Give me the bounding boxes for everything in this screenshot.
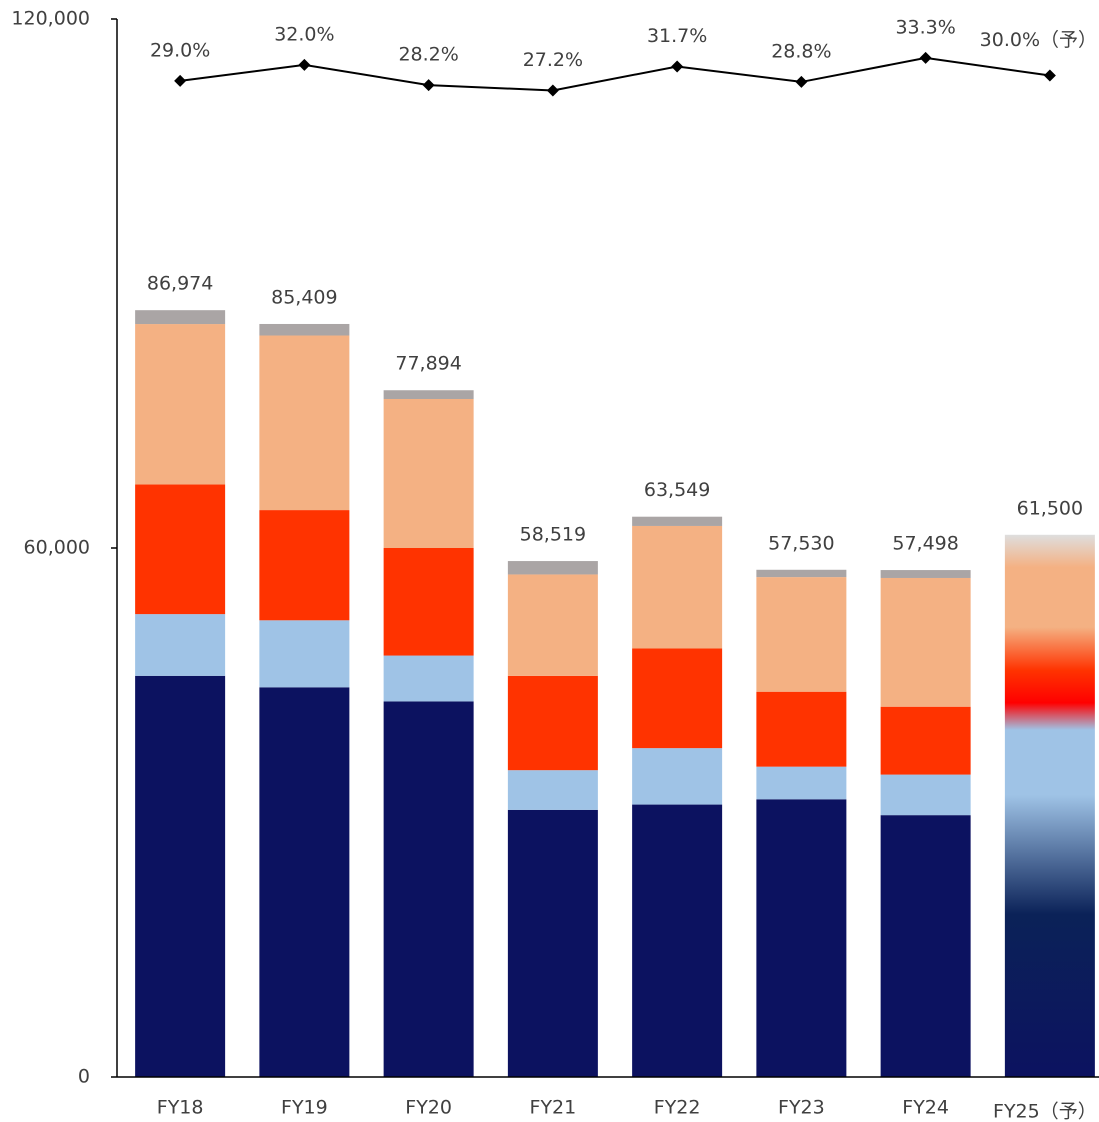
bar-segment	[632, 516, 723, 526]
bar-segment	[756, 766, 847, 800]
line-marker	[671, 60, 684, 73]
bar-segment	[880, 706, 971, 775]
bar-segment	[383, 390, 474, 399]
bar-segment	[880, 570, 971, 578]
total-label: 61,500	[1017, 497, 1083, 519]
line-label: 31.7%	[647, 25, 707, 47]
line-label: 32.0%	[274, 23, 334, 45]
bar-segment	[880, 815, 971, 1077]
y-tick-label: 60,000	[24, 537, 90, 559]
line-label: 33.3%	[895, 16, 955, 38]
x-tick-label: FY21	[530, 1097, 577, 1119]
bar-segment	[135, 324, 226, 485]
bar-segment	[632, 648, 723, 749]
total-label: 57,498	[892, 533, 958, 555]
x-tick-label: FY25（予）	[993, 1101, 1097, 1122]
bar-segment	[507, 675, 598, 771]
bar-segment	[259, 510, 350, 621]
line-marker	[795, 75, 808, 88]
total-label: 85,409	[271, 286, 337, 308]
x-tick-label: FY19	[281, 1097, 328, 1119]
bar-segment	[259, 323, 350, 336]
bar-segment	[507, 809, 598, 1077]
x-tick-label: FY22	[654, 1097, 701, 1119]
bar-segment	[135, 675, 226, 1077]
bar-segment	[259, 687, 350, 1077]
total-label: 86,974	[147, 273, 213, 295]
line-label: 27.2%	[523, 49, 583, 71]
bar-segment	[632, 525, 723, 649]
bar-segment	[632, 804, 723, 1077]
total-label: 58,519	[520, 524, 586, 546]
bar-forecast	[1004, 534, 1095, 1077]
bar-segment	[507, 574, 598, 676]
bar-segment	[259, 620, 350, 688]
y-tick-label: 0	[78, 1066, 90, 1088]
y-tick-label: 120,000	[11, 8, 90, 30]
line-marker	[422, 79, 435, 92]
line-label: 29.0%	[150, 39, 210, 61]
line-marker	[919, 51, 932, 64]
bar-segment	[383, 701, 474, 1077]
line-marker	[174, 74, 187, 87]
line	[179, 56, 1051, 92]
bar-segment	[383, 548, 474, 656]
bar-segment	[880, 774, 971, 816]
bar-segment	[756, 569, 847, 578]
bar-segment	[383, 655, 474, 702]
x-tick-label: FY23	[778, 1097, 825, 1119]
bar-segment	[135, 484, 226, 615]
bar-segment	[756, 577, 847, 692]
bar-segment	[880, 577, 971, 707]
bar-segment	[135, 310, 226, 325]
total-label: 77,894	[395, 353, 461, 375]
line-marker	[1043, 69, 1056, 82]
line-marker	[298, 58, 311, 71]
line-label: 28.8%	[771, 40, 831, 62]
bar-segment	[135, 614, 226, 676]
bar-segment	[756, 799, 847, 1077]
x-tick-label: FY24	[902, 1097, 949, 1119]
total-label: 57,530	[768, 532, 834, 554]
total-label: 63,549	[644, 479, 710, 501]
bar-segment	[756, 691, 847, 767]
bar-segment	[383, 398, 474, 548]
bar-segment	[507, 770, 598, 810]
bar-segment	[632, 748, 723, 805]
bar-segment	[259, 335, 350, 511]
line-marker	[546, 84, 559, 97]
bar-segment	[507, 561, 598, 575]
line-label: 28.2%	[398, 44, 458, 66]
x-tick-label: FY18	[157, 1097, 204, 1119]
line-label: 30.0%（予）	[980, 29, 1097, 51]
x-tick-label: FY20	[405, 1097, 452, 1119]
